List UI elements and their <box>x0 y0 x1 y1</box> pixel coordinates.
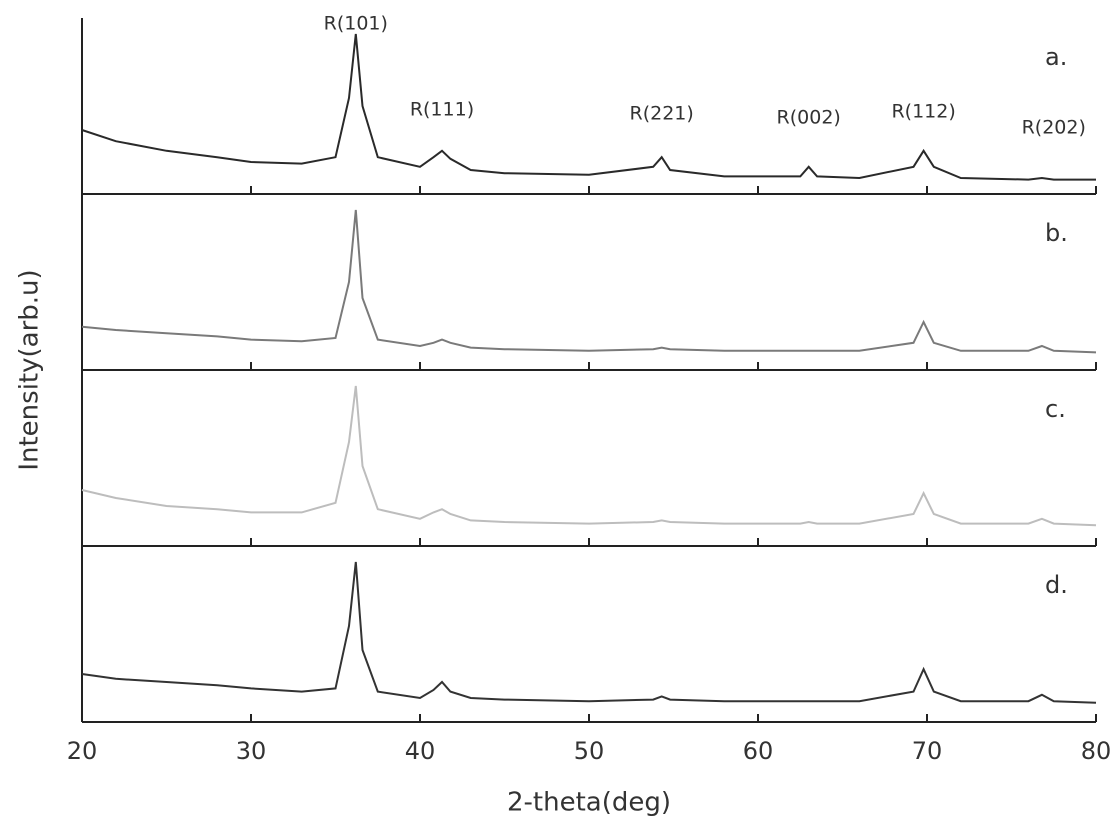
peak-label: R(221) <box>630 103 694 125</box>
x-tick-label: 70 <box>912 737 943 765</box>
x-tick-label: 60 <box>743 737 774 765</box>
x-tick-label: 40 <box>405 737 436 765</box>
x-tick-label: 50 <box>574 737 605 765</box>
series-label: b. <box>1045 219 1068 247</box>
xrd-line <box>81 33 1096 181</box>
y-axis-label: Intensity(arb.u) <box>15 269 45 470</box>
x-axis-label: 2-theta(deg) <box>507 788 671 818</box>
xrd-line <box>81 385 1097 527</box>
series-label: d. <box>1045 571 1068 599</box>
x-tick-label: 30 <box>236 737 267 765</box>
x-tick-label: 20 <box>67 737 98 765</box>
peak-label: R(101) <box>324 13 388 35</box>
peak-label: R(202) <box>1022 117 1086 139</box>
series-label: a. <box>1045 43 1067 71</box>
peak-label: R(112) <box>891 101 955 123</box>
peak-label: R(111) <box>410 99 474 121</box>
xrd-line <box>81 561 1097 704</box>
peak-label: R(002) <box>777 107 841 129</box>
series-label: c. <box>1045 395 1066 423</box>
x-tick-label: 80 <box>1081 737 1112 765</box>
xrd-line <box>81 209 1097 354</box>
